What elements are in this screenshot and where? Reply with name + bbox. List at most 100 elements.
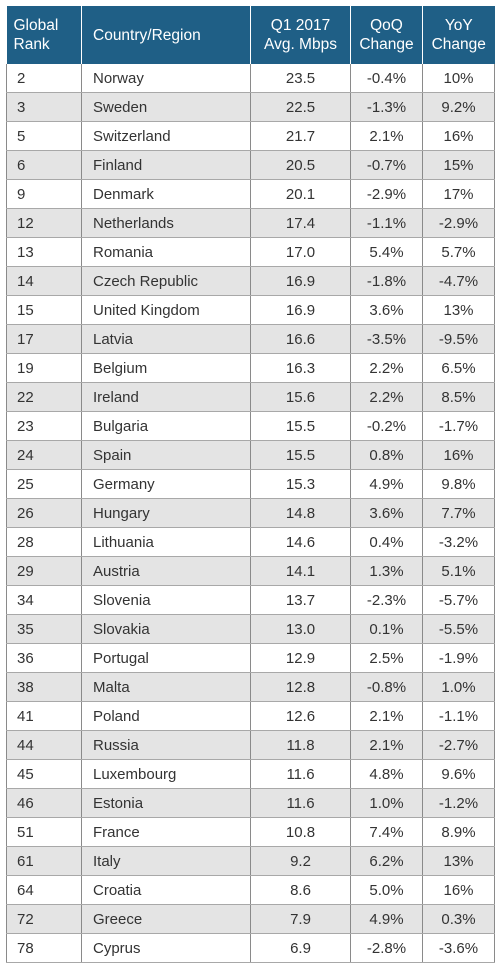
country-cell: Romania (81, 237, 251, 267)
rank-cell: 72 (6, 904, 82, 934)
header-qoq-change: QoQ Change (350, 6, 423, 64)
avg-mbps-cell: 6.9 (250, 933, 351, 963)
qoq-change-cell: 7.4% (350, 817, 423, 847)
speed-table-container: Global Rank Country/Region Q1 2017 Avg. Mb… (6, 6, 495, 963)
rank-cell: 45 (6, 759, 82, 789)
yoy-change-cell: -2.9% (422, 208, 495, 238)
country-cell: Portugal (81, 643, 251, 673)
qoq-change-cell: 2.1% (350, 121, 423, 151)
qoq-change-cell: -3.5% (350, 324, 423, 354)
avg-mbps-cell: 16.9 (250, 266, 351, 296)
speed-table: Global Rank Country/Region Q1 2017 Avg. Mb… (6, 6, 495, 963)
rank-cell: 44 (6, 730, 82, 760)
table-row: 44 Russia 11.8 2.1% -2.7% (6, 730, 495, 760)
rank-cell: 17 (6, 324, 82, 354)
qoq-change-cell: -0.7% (350, 150, 423, 180)
yoy-change-cell: 17% (422, 179, 495, 209)
yoy-change-cell: -5.5% (422, 614, 495, 644)
qoq-change-cell: 3.6% (350, 295, 423, 325)
yoy-change-cell: 10% (422, 64, 495, 93)
avg-mbps-cell: 11.6 (250, 759, 351, 789)
qoq-change-cell: -2.8% (350, 933, 423, 963)
avg-mbps-cell: 8.6 (250, 875, 351, 905)
table-row: 34 Slovenia 13.7 -2.3% -5.7% (6, 585, 495, 615)
avg-mbps-cell: 23.5 (250, 64, 351, 93)
rank-cell: 24 (6, 440, 82, 470)
avg-mbps-cell: 15.5 (250, 440, 351, 470)
rank-cell: 25 (6, 469, 82, 499)
table-row: 15 United Kingdom 16.9 3.6% 13% (6, 295, 495, 325)
table-row: 24 Spain 15.5 0.8% 16% (6, 440, 495, 470)
qoq-change-cell: -1.3% (350, 92, 423, 122)
avg-mbps-cell: 16.3 (250, 353, 351, 383)
country-cell: Slovenia (81, 585, 251, 615)
rank-cell: 64 (6, 875, 82, 905)
avg-mbps-cell: 14.1 (250, 556, 351, 586)
country-cell: Malta (81, 672, 251, 702)
rank-cell: 26 (6, 498, 82, 528)
table-row: 22 Ireland 15.6 2.2% 8.5% (6, 382, 495, 412)
rank-cell: 34 (6, 585, 82, 615)
qoq-change-cell: 4.8% (350, 759, 423, 789)
yoy-change-cell: -1.2% (422, 788, 495, 818)
rank-cell: 28 (6, 527, 82, 557)
country-cell: Cyprus (81, 933, 251, 963)
country-cell: Austria (81, 556, 251, 586)
avg-mbps-cell: 22.5 (250, 92, 351, 122)
qoq-change-cell: 2.1% (350, 730, 423, 760)
avg-mbps-cell: 15.6 (250, 382, 351, 412)
table-row: 12 Netherlands 17.4 -1.1% -2.9% (6, 208, 495, 238)
country-cell: Norway (81, 64, 251, 93)
avg-mbps-cell: 15.5 (250, 411, 351, 441)
rank-cell: 35 (6, 614, 82, 644)
qoq-change-cell: 5.4% (350, 237, 423, 267)
yoy-change-cell: 9.2% (422, 92, 495, 122)
yoy-change-cell: 13% (422, 846, 495, 876)
yoy-change-cell: -1.1% (422, 701, 495, 731)
avg-mbps-cell: 20.1 (250, 179, 351, 209)
avg-mbps-cell: 9.2 (250, 846, 351, 876)
country-cell: Hungary (81, 498, 251, 528)
rank-cell: 29 (6, 556, 82, 586)
country-cell: Lithuania (81, 527, 251, 557)
avg-mbps-cell: 17.0 (250, 237, 351, 267)
qoq-change-cell: 3.6% (350, 498, 423, 528)
rank-cell: 36 (6, 643, 82, 673)
country-cell: France (81, 817, 251, 847)
table-row: 9 Denmark 20.1 -2.9% 17% (6, 179, 495, 209)
qoq-change-cell: -0.8% (350, 672, 423, 702)
country-cell: Sweden (81, 92, 251, 122)
rank-cell: 12 (6, 208, 82, 238)
header-global-rank: Global Rank (6, 6, 82, 64)
qoq-change-cell: 1.0% (350, 788, 423, 818)
table-row: 26 Hungary 14.8 3.6% 7.7% (6, 498, 495, 528)
qoq-change-cell: -2.3% (350, 585, 423, 615)
qoq-change-cell: 6.2% (350, 846, 423, 876)
country-cell: Poland (81, 701, 251, 731)
rank-cell: 2 (6, 64, 82, 93)
yoy-change-cell: 5.1% (422, 556, 495, 586)
country-cell: Netherlands (81, 208, 251, 238)
yoy-change-cell: 5.7% (422, 237, 495, 267)
table-row: 6 Finland 20.5 -0.7% 15% (6, 150, 495, 180)
yoy-change-cell: 16% (422, 121, 495, 151)
rank-cell: 9 (6, 179, 82, 209)
yoy-change-cell: 8.9% (422, 817, 495, 847)
rank-cell: 38 (6, 672, 82, 702)
table-row: 25 Germany 15.3 4.9% 9.8% (6, 469, 495, 499)
country-cell: Italy (81, 846, 251, 876)
rank-cell: 61 (6, 846, 82, 876)
avg-mbps-cell: 11.8 (250, 730, 351, 760)
avg-mbps-cell: 16.9 (250, 295, 351, 325)
yoy-change-cell: 7.7% (422, 498, 495, 528)
yoy-change-cell: -3.2% (422, 527, 495, 557)
rank-cell: 51 (6, 817, 82, 847)
qoq-change-cell: -1.8% (350, 266, 423, 296)
header-yoy-change: YoY Change (422, 6, 495, 64)
rank-cell: 23 (6, 411, 82, 441)
table-body: 2 Norway 23.5 -0.4% 10% 3 Sweden 22.5 -1.3% 9.2% 5… (6, 64, 495, 963)
header-country-region: Country/Region (81, 6, 251, 64)
yoy-change-cell: 0.3% (422, 904, 495, 934)
yoy-change-cell: 16% (422, 440, 495, 470)
avg-mbps-cell: 15.3 (250, 469, 351, 499)
